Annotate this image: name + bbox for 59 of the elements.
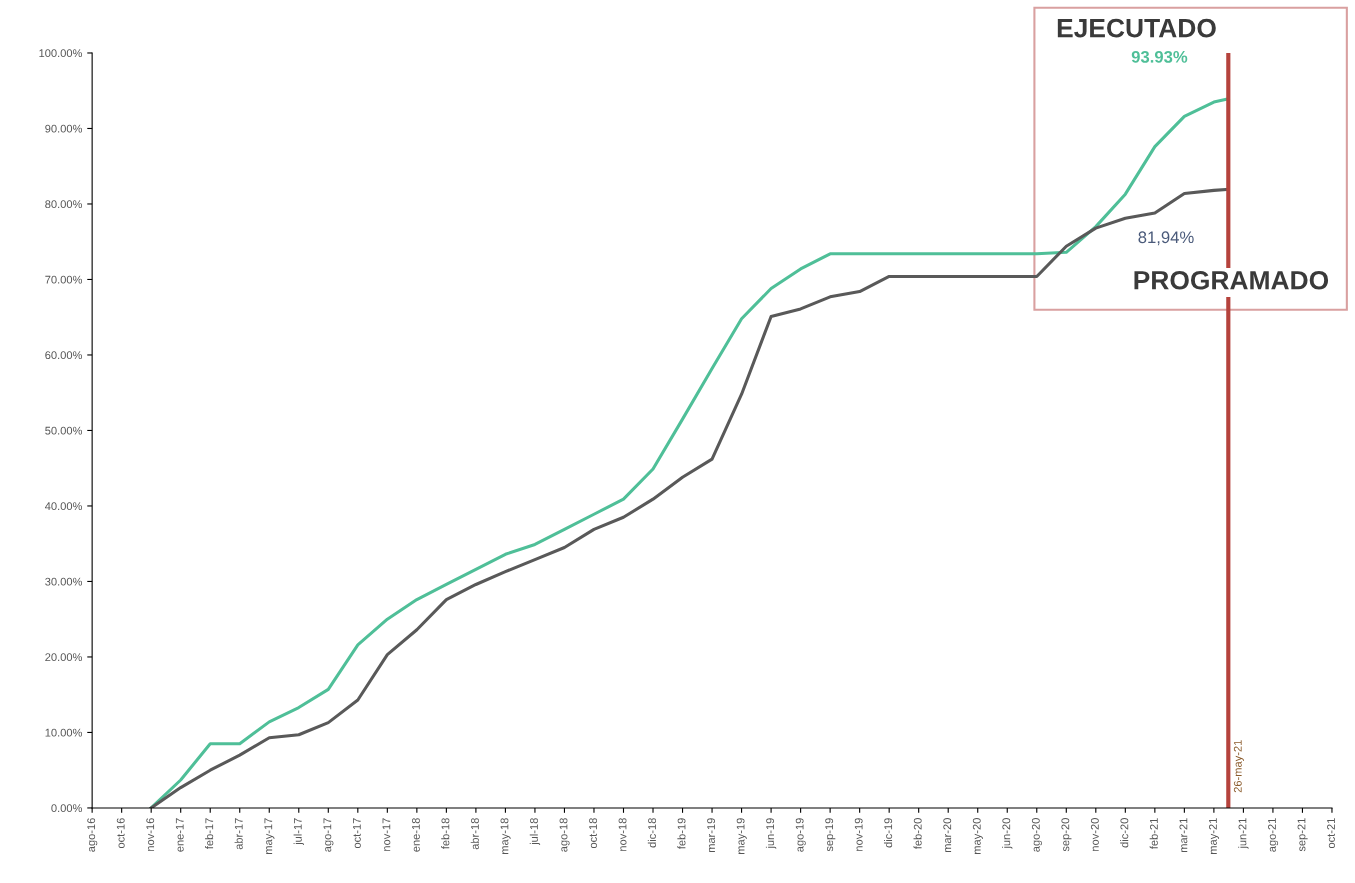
- x-tick-label: feb-19: [677, 818, 686, 850]
- x-tick-label: sep-19: [825, 818, 836, 852]
- x-tick-label: oct-18: [589, 818, 597, 849]
- x-tick-label: jul-18: [529, 818, 541, 846]
- x-tick-label: may-21: [1209, 818, 1220, 854]
- x-tick-label: dic-20: [1120, 818, 1129, 848]
- y-tick-label: 0.00%: [51, 804, 83, 813]
- x-tick-label: may-20: [972, 818, 983, 854]
- x-tick-label: nov-18: [618, 818, 627, 851]
- x-tick-label: sep-20: [1061, 818, 1072, 852]
- x-tick-label: jul-17: [293, 818, 304, 846]
- x-tick-label: sep-21: [1297, 818, 1308, 852]
- x-tick-label: dic-19: [883, 818, 893, 848]
- y-tick-label: 20.00%: [45, 653, 83, 662]
- x-tick-label: jun-21: [1238, 818, 1249, 849]
- x-tick-label: may-18: [500, 818, 511, 854]
- y-tick-label: 60.00%: [45, 351, 83, 360]
- y-tick-label: 100.00%: [39, 49, 83, 58]
- y-tick-label: 50.00%: [45, 426, 83, 435]
- x-tick-label: may-19: [736, 818, 747, 854]
- y-tick-label: 10.00%: [45, 728, 83, 737]
- x-tick-label: feb-20: [913, 818, 922, 850]
- x-tick-label: oct-21: [1327, 818, 1335, 849]
- x-tick-label: jun-19: [765, 818, 777, 849]
- x-tick-label: abr-18: [470, 818, 479, 850]
- x-tick-label: feb-18: [441, 818, 450, 850]
- y-tick-label: 30.00%: [45, 577, 83, 586]
- x-tick-label: mar-19: [707, 818, 716, 853]
- x-tick-label: oct-16: [116, 818, 125, 849]
- x-tick-label: oct-17: [353, 818, 361, 849]
- x-tick-label: ago-20: [1031, 818, 1042, 852]
- x-tick-label: nov-17: [382, 818, 391, 851]
- annotation: PROGRAMADO: [1134, 270, 1329, 290]
- x-tick-label: ago-19: [795, 818, 806, 852]
- x-tick-label: mar-20: [943, 818, 952, 853]
- x-tick-label: ago-21: [1268, 818, 1279, 852]
- ref-line-label: 26-may-21: [1233, 740, 1244, 793]
- y-tick-label: 80.00%: [45, 200, 83, 209]
- x-tick-label: abr-17: [234, 818, 243, 850]
- x-tick-label: mar-21: [1179, 818, 1188, 853]
- x-tick-label: feb-21: [1149, 818, 1158, 850]
- x-tick-label: ago-18: [559, 818, 570, 852]
- annotation: 93.93%: [1131, 50, 1188, 63]
- x-tick-label: nov-16: [146, 818, 155, 851]
- x-tick-label: ene-18: [411, 818, 420, 852]
- x-tick-label: jun-20: [1002, 818, 1013, 849]
- y-tick-label: 40.00%: [44, 502, 83, 511]
- x-tick-label: may-17: [264, 818, 275, 854]
- x-tick-label: nov-19: [854, 818, 863, 851]
- x-tick-label: dic-18: [647, 818, 656, 848]
- x-tick-label: ene-17: [175, 818, 184, 852]
- y-tick-label: 70.00%: [45, 275, 83, 284]
- y-tick-label: 90.00%: [45, 124, 83, 133]
- text: EJECUTADO: [1057, 18, 1216, 38]
- x-tick-label: ago-17: [323, 818, 334, 852]
- x-tick-label: ago-16: [87, 818, 98, 852]
- annotation: 81,94%: [1138, 231, 1194, 246]
- x-tick-label: nov-20: [1090, 818, 1099, 851]
- x-tick-label: feb-17: [205, 818, 214, 850]
